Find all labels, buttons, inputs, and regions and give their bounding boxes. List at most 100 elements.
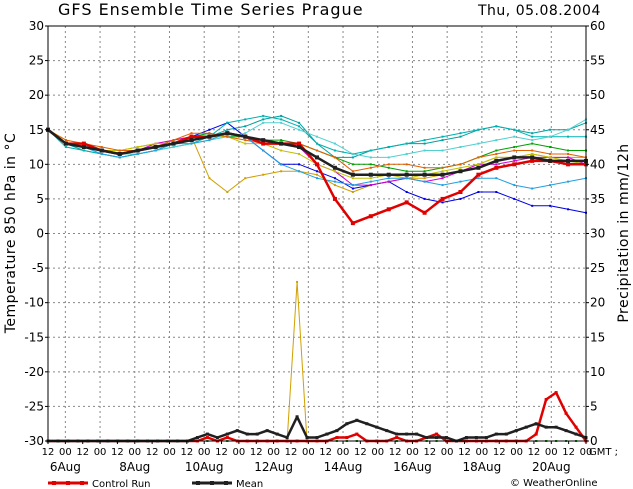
temp-member-point	[351, 152, 354, 155]
left-axis-tick-label: 0	[36, 227, 44, 241]
legend-mean-marker	[224, 481, 228, 485]
temp-member-point	[405, 177, 408, 180]
temp-member-point	[100, 152, 103, 155]
temp-member-point	[549, 146, 552, 149]
temp-member-point	[351, 187, 354, 190]
precip-mean-point	[335, 429, 339, 433]
left-axis-tick-label: -15	[24, 330, 44, 344]
temp-member-point	[387, 156, 390, 159]
temp-member-point	[531, 149, 534, 152]
temp-member-point	[549, 156, 552, 159]
temp-mean-point	[315, 155, 319, 160]
precip-control-point	[574, 425, 578, 429]
precip-member-point	[296, 280, 299, 283]
x-date-label: 12Aug	[254, 460, 293, 474]
temp-mean-point	[530, 155, 535, 160]
precip-mean-point	[225, 432, 229, 436]
temp-member-point	[280, 114, 283, 117]
temp-member-point	[549, 135, 552, 138]
temp-member-point	[369, 180, 372, 183]
precip-mean-point	[484, 436, 488, 440]
precip-control-point	[544, 398, 548, 401]
precip-mean-point	[195, 436, 199, 440]
right-axis-tick-label: 40	[590, 157, 605, 171]
temp-member-point	[244, 177, 247, 180]
temp-control-point	[332, 196, 337, 201]
temp-member-point	[208, 132, 211, 135]
legend-control-marker	[80, 481, 84, 485]
temp-member-point	[262, 149, 265, 152]
x-hour-label: 00	[337, 447, 350, 458]
left-axis-tick-label: -10	[24, 296, 44, 310]
right-axis-tick-label: 35	[590, 192, 605, 206]
temp-member-point	[136, 146, 139, 149]
legend-mean-marker	[210, 481, 214, 485]
x-hour-label: 12	[111, 447, 124, 458]
temp-member-point	[423, 197, 426, 200]
left-axis-tick-label: 30	[29, 19, 44, 33]
temp-member-point	[531, 142, 534, 145]
temp-member-point	[441, 170, 444, 173]
precip-control-point	[564, 411, 568, 415]
x-end-label: GMT ;	[589, 447, 618, 458]
x-date-ticks: 6Aug 8Aug 10Aug 12Aug 14Aug 16Aug 18Aug 20Aug	[50, 460, 571, 474]
precip-control-point	[355, 432, 359, 436]
precip-mean-point	[315, 436, 319, 440]
temp-member-point	[513, 149, 516, 152]
x-hour-label: 12	[528, 447, 541, 458]
precip-mean-point	[245, 432, 249, 436]
temp-member-point	[549, 184, 552, 187]
temp-member-point	[244, 139, 247, 142]
temp-member-point	[495, 149, 498, 152]
x-hour-label: 12	[423, 447, 436, 458]
precip-mean-point	[494, 432, 498, 436]
temp-member-point	[298, 128, 301, 131]
temp-member-point	[262, 121, 265, 124]
temp-control-point	[440, 196, 445, 201]
temp-member-point	[459, 197, 462, 200]
x-hour-label: 00	[545, 447, 558, 458]
temp-member-point	[531, 204, 534, 207]
grid-lines	[48, 26, 586, 441]
temp-mean-point	[243, 134, 248, 139]
temp-member-point	[423, 177, 426, 180]
temp-mean-point	[153, 145, 158, 150]
temp-member-point	[226, 128, 229, 131]
temp-member-point	[423, 180, 426, 183]
x-hour-label: 00	[371, 447, 384, 458]
temp-mean-point	[135, 148, 140, 153]
left-axis-tick-label: -25	[24, 399, 44, 413]
temp-member-point	[82, 149, 85, 152]
temp-member-point	[333, 142, 336, 145]
precip-member-line	[48, 281, 586, 442]
temp-member-point	[369, 184, 372, 187]
temp-member-point	[298, 163, 301, 166]
temp-member-point	[477, 156, 480, 159]
temp-member-point	[100, 146, 103, 149]
temp-member-point	[154, 149, 157, 152]
temp-member-point	[316, 173, 318, 176]
temp-mean-point	[189, 138, 194, 143]
precip-mean-point	[435, 436, 439, 440]
temp-control-point	[566, 162, 571, 167]
x-hour-label: 00	[233, 447, 246, 458]
temp-member-point	[351, 177, 354, 180]
temp-member-point	[369, 163, 372, 166]
temp-member-point	[459, 135, 462, 138]
x-hour-label: 00	[580, 447, 593, 458]
temp-member-point	[495, 177, 498, 180]
temp-member-point	[477, 191, 480, 193]
temperature-main-series	[46, 127, 588, 226]
temp-member-point	[495, 191, 498, 193]
temp-member-point	[495, 156, 498, 159]
temp-mean-point	[171, 141, 176, 146]
precip-mean-point	[285, 436, 289, 440]
temp-member-point	[567, 156, 570, 159]
legend: Control Run Mean	[48, 479, 263, 489]
temp-member-point	[441, 139, 444, 142]
temp-member-point	[459, 163, 462, 166]
temp-mean-point	[386, 172, 391, 177]
x-hour-label: 12	[42, 447, 55, 458]
precip-mean-point	[255, 432, 259, 436]
